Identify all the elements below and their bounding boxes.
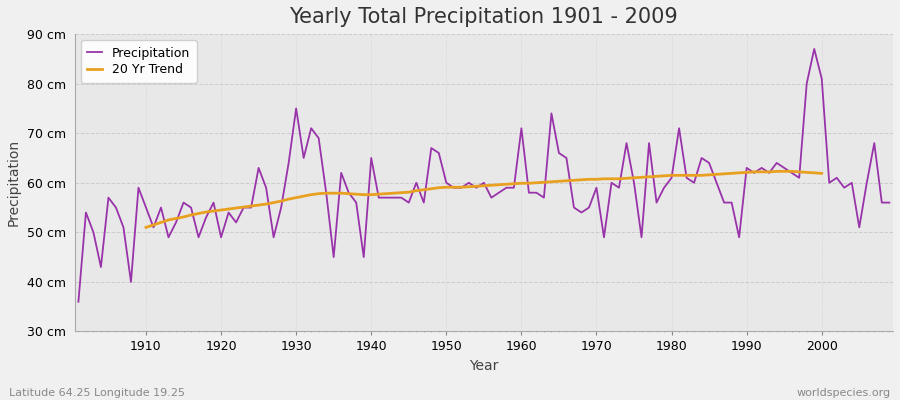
Y-axis label: Precipitation: Precipitation	[7, 139, 21, 226]
Title: Yearly Total Precipitation 1901 - 2009: Yearly Total Precipitation 1901 - 2009	[290, 7, 679, 27]
Precipitation	[73, 299, 84, 304]
Legend: Precipitation, 20 Yr Trend: Precipitation, 20 Yr Trend	[81, 40, 197, 82]
Precipitation	[133, 185, 144, 190]
Line: 20 Yr Trend: 20 Yr Trend	[146, 171, 822, 227]
Precipitation	[508, 185, 519, 190]
Precipitation	[298, 156, 309, 160]
Precipitation	[343, 190, 354, 195]
20 Yr Trend	[711, 172, 722, 177]
Text: worldspecies.org: worldspecies.org	[796, 388, 891, 398]
X-axis label: Year: Year	[469, 359, 499, 373]
Precipitation	[606, 180, 616, 185]
Line: Precipitation: Precipitation	[78, 49, 889, 302]
Text: Latitude 64.25 Longitude 19.25: Latitude 64.25 Longitude 19.25	[9, 388, 185, 398]
20 Yr Trend	[298, 194, 309, 198]
Precipitation	[516, 126, 526, 131]
20 Yr Trend	[809, 170, 820, 175]
Precipitation	[809, 46, 820, 51]
20 Yr Trend	[223, 207, 234, 212]
20 Yr Trend	[140, 225, 151, 230]
20 Yr Trend	[313, 191, 324, 196]
20 Yr Trend	[816, 171, 827, 176]
Precipitation	[884, 200, 895, 205]
20 Yr Trend	[771, 169, 782, 174]
20 Yr Trend	[801, 170, 812, 175]
